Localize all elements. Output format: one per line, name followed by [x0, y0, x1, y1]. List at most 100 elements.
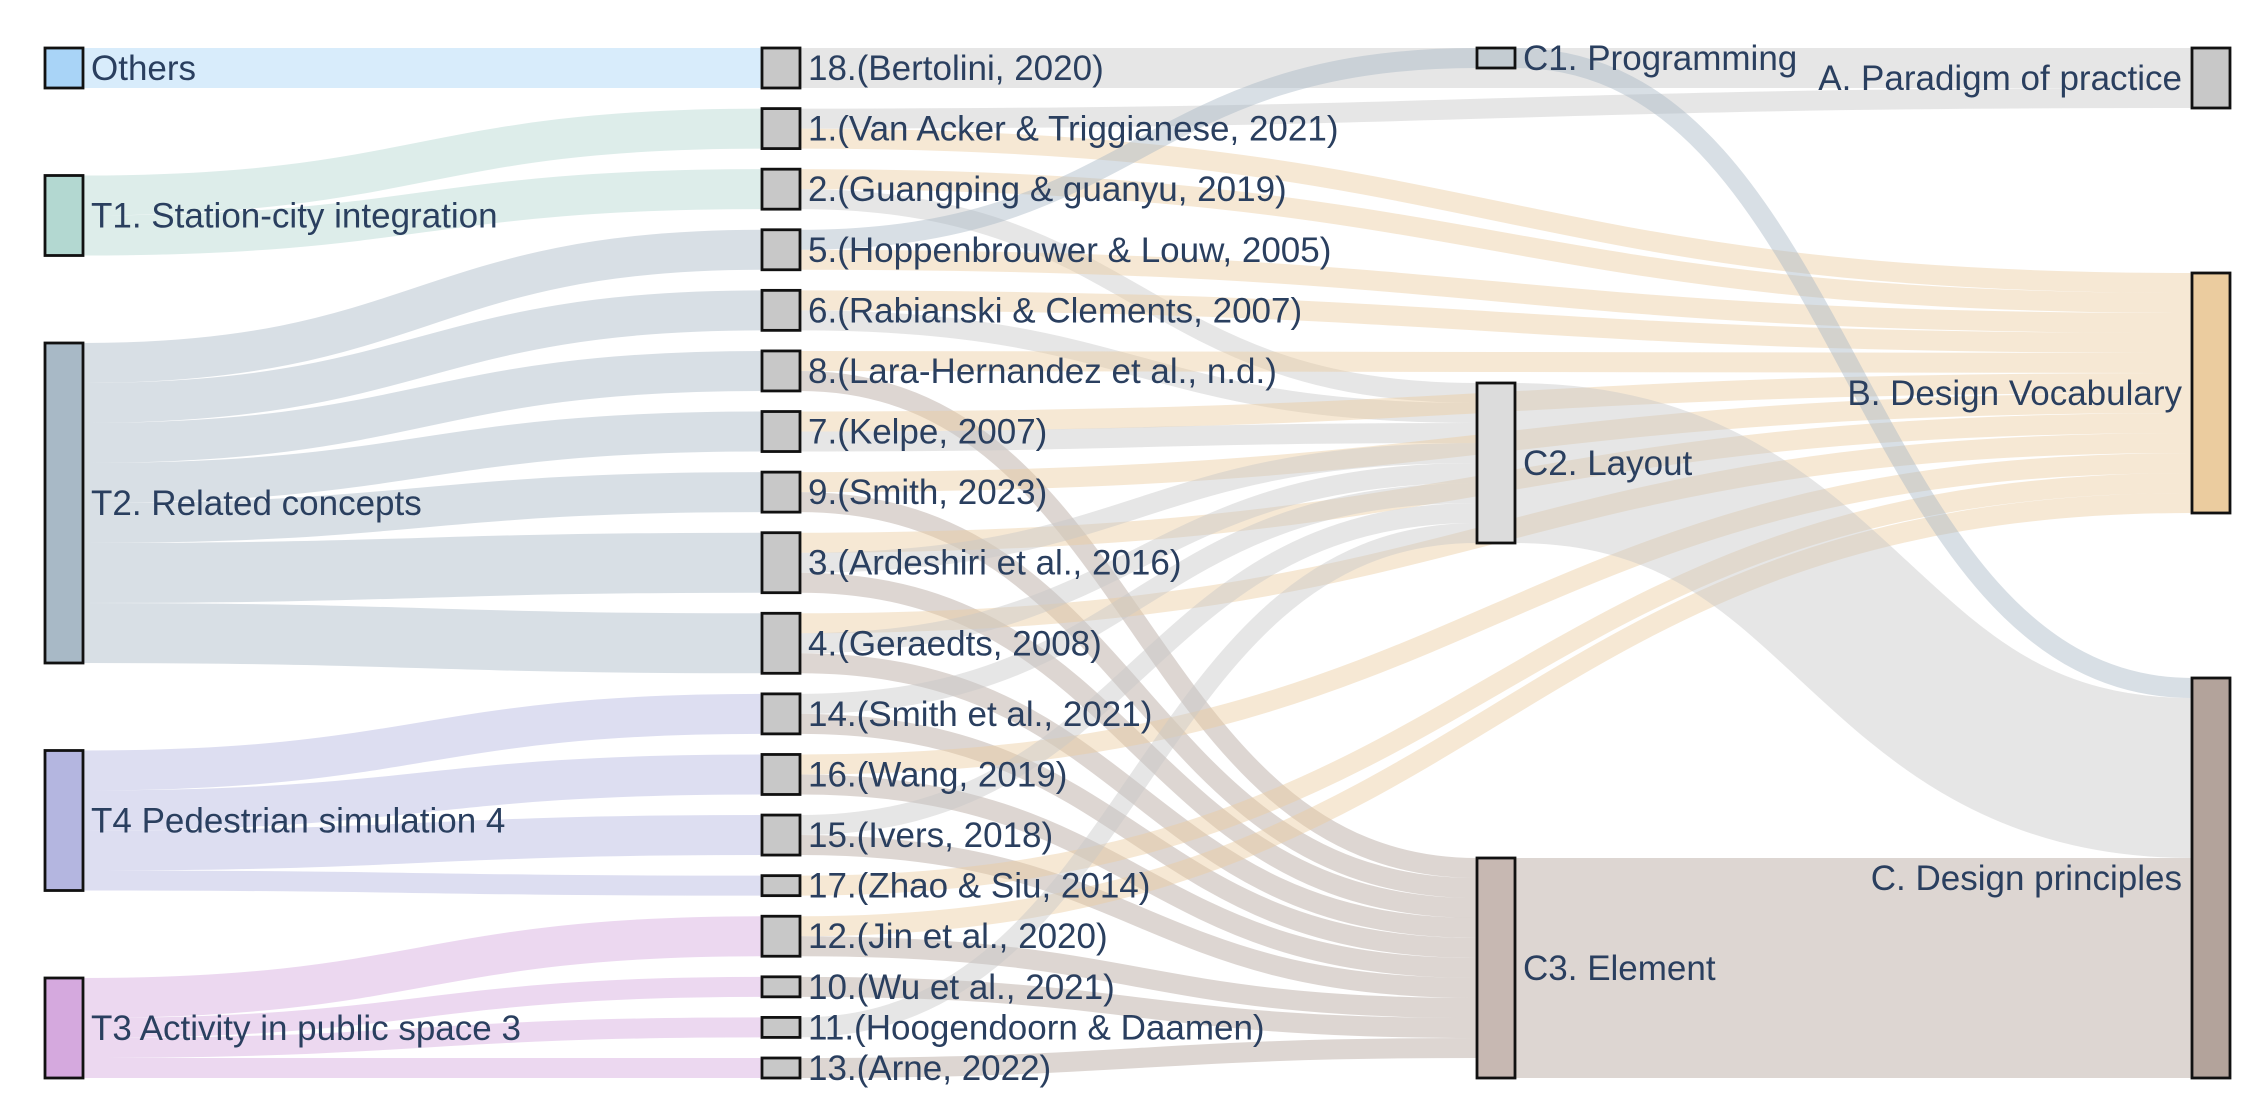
node-t2: T2. Related concepts: [43, 341, 422, 665]
link-t3-to-r11: [82, 1017, 763, 1058]
link-r14-to-c2: [799, 483, 1478, 714]
link-t1-to-r2: [82, 169, 763, 256]
link-t2-to-r5: [82, 229, 763, 383]
node-bar-r17: [760, 874, 802, 898]
link-t4-to-r14: [82, 693, 763, 791]
link-r9-to-c3: [799, 492, 1478, 898]
node-bar-c1: [1475, 46, 1517, 70]
node-bar-r10: [760, 975, 802, 999]
node-bar-r16: [760, 753, 802, 796]
link-r1-to-b: [799, 128, 2193, 293]
node-a: A. Paradigm of practice: [1818, 46, 2232, 110]
node-r12: 12.(Jin et al., 2020): [760, 914, 1108, 958]
node-bar-c: [2190, 676, 2232, 1080]
node-label-r17: 17.(Zhao & Siu, 2014): [808, 867, 1150, 906]
node-label-r1: 1.(Van Acker & Triggianese, 2021): [808, 110, 1339, 149]
node-label-r8: 8.(Lara-Hernandez et al., n.d.): [808, 352, 1277, 391]
link-r11-to-c2: [799, 523, 1478, 1038]
node-label-r4: 4.(Geraedts, 2008): [808, 624, 1102, 663]
link-r16-to-c3: [799, 774, 1478, 978]
node-bar-a: [2190, 46, 2232, 110]
node-r5: 5.(Hoppenbrouwer & Louw, 2005): [760, 228, 1331, 272]
node-label-r16: 16.(Wang, 2019): [808, 755, 1067, 794]
link-r15-to-c3: [799, 835, 1478, 998]
link-r2-to-b: [799, 169, 2193, 313]
node-bar-r5: [760, 228, 802, 272]
node-label-r10: 10.(Wu et al., 2021): [808, 968, 1115, 1007]
node-label-t3: T3 Activity in public space 3: [91, 1009, 521, 1048]
link-r17-to-b: [799, 473, 2193, 896]
node-label-r12: 12.(Jin et al., 2020): [808, 917, 1108, 956]
node-c2: C2. Layout: [1475, 381, 1693, 545]
node-r9: 9.(Smith, 2023): [760, 470, 1047, 514]
link-r5-to-b: [799, 249, 2193, 333]
node-label-t1: T1. Station-city integration: [91, 197, 498, 236]
link-r8-to-c3: [799, 370, 1478, 878]
link-r13-to-c3: [799, 1038, 1478, 1078]
node-label-r6: 6.(Rabianski & Clements, 2007): [808, 291, 1302, 330]
node-bar-r9: [760, 470, 802, 514]
link-t4-to-r17: [82, 870, 763, 896]
node-bar-r15: [760, 813, 802, 857]
node-bar-r6: [760, 288, 802, 332]
node-bar-r14: [760, 692, 802, 736]
node-bar-r12: [760, 914, 802, 958]
node-bar-r1: [760, 107, 802, 150]
node-r15: 15.(Ivers, 2018): [760, 813, 1053, 857]
link-c1-to-c: [1514, 48, 2193, 698]
node-t4: T4 Pedestrian simulation 4: [43, 749, 505, 892]
node-r18: 18.(Bertolini, 2020): [760, 46, 1104, 90]
node-label-r11: 11.(Hoogendoorn & Daamen): [808, 1008, 1265, 1047]
node-r7: 7.(Kelpe, 2007): [760, 410, 1047, 453]
node-c: C. Design principles: [1871, 676, 2232, 1080]
link-t2-to-r8: [82, 350, 763, 463]
node-label-c1: C1. Programming: [1523, 39, 1797, 78]
link-r12-to-b: [799, 493, 2193, 937]
link-t2-to-r7: [82, 411, 763, 503]
node-bar-r7: [760, 410, 802, 453]
node-t1: T1. Station-city integration: [43, 174, 498, 257]
link-t4-to-r15: [82, 815, 763, 871]
link-t4-to-r16: [82, 754, 763, 831]
link-r3-to-c3: [799, 572, 1478, 918]
node-label-a: A. Paradigm of practice: [1818, 59, 2182, 98]
link-t2-to-r4: [82, 603, 763, 674]
link-r3-to-c2: [799, 443, 1478, 573]
node-c1: C1. Programming: [1475, 39, 1797, 78]
node-bar-t2: [43, 341, 85, 665]
node-bar-r2: [760, 167, 802, 211]
node-label-c3: C3. Element: [1523, 949, 1716, 988]
node-r2: 2.(Guangping & guanyu, 2019): [760, 167, 1287, 211]
node-label-b: B. Design Vocabulary: [1847, 374, 2182, 413]
link-r8-to-b: [799, 350, 2193, 373]
link-r7-to-c2: [799, 423, 1478, 452]
node-label-c2: C2. Layout: [1523, 444, 1693, 483]
node-c3: C3. Element: [1475, 856, 1716, 1080]
link-layer: [82, 47, 2194, 1079]
node-r11: 11.(Hoogendoorn & Daamen): [760, 1008, 1265, 1047]
node-r10: 10.(Wu et al., 2021): [760, 968, 1115, 1007]
node-r3: 3.(Ardeshiri et al., 2016): [760, 531, 1182, 595]
link-r12-to-c3: [799, 936, 1478, 1018]
link-r2-to-c2: [799, 189, 1478, 403]
link-r14-to-c3: [799, 713, 1478, 958]
link-r15-to-c2: [799, 503, 1478, 836]
node-bar-t4: [43, 749, 85, 892]
node-r8: 8.(Lara-Hernandez et al., n.d.): [760, 349, 1277, 393]
link-r5-to-c1: [799, 48, 1478, 250]
link-r16-to-b: [799, 453, 2193, 775]
node-label-r14: 14.(Smith et al., 2021): [808, 695, 1152, 734]
node-r14: 14.(Smith et al., 2021): [760, 692, 1152, 736]
node-label-r3: 3.(Ardeshiri et al., 2016): [808, 544, 1182, 583]
node-label-r5: 5.(Hoppenbrouwer & Louw, 2005): [808, 231, 1331, 270]
node-label-t4: T4 Pedestrian simulation 4: [91, 802, 505, 841]
link-r6-to-b: [799, 290, 2193, 353]
node-others: Others: [43, 46, 196, 90]
node-b: B. Design Vocabulary: [1847, 271, 2232, 515]
link-r1-to-a: [799, 88, 2193, 129]
node-r16: 16.(Wang, 2019): [760, 753, 1067, 796]
node-r4: 4.(Geraedts, 2008): [760, 611, 1102, 675]
node-bar-r18: [760, 46, 802, 90]
link-c2-to-c: [1513, 383, 2194, 858]
